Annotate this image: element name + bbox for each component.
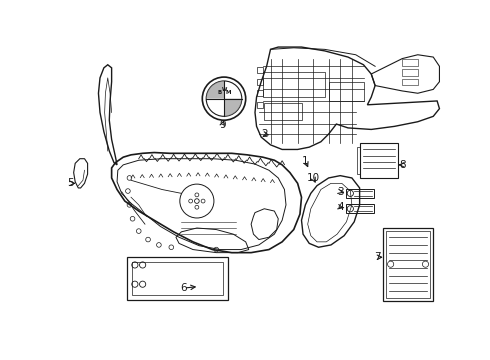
Polygon shape bbox=[224, 99, 242, 116]
Text: 9: 9 bbox=[219, 120, 226, 130]
Text: 2: 2 bbox=[261, 129, 268, 139]
Text: 8: 8 bbox=[399, 160, 406, 170]
Text: 4: 4 bbox=[337, 202, 343, 212]
Text: 3: 3 bbox=[337, 187, 343, 197]
Text: 7: 7 bbox=[374, 252, 381, 262]
Text: 1: 1 bbox=[302, 156, 309, 166]
Text: M: M bbox=[226, 90, 231, 95]
Text: B: B bbox=[217, 90, 221, 95]
Text: W: W bbox=[222, 87, 227, 92]
Text: 6: 6 bbox=[180, 283, 187, 293]
Polygon shape bbox=[206, 81, 224, 99]
Text: 10: 10 bbox=[307, 173, 319, 183]
Text: 5: 5 bbox=[67, 178, 74, 188]
